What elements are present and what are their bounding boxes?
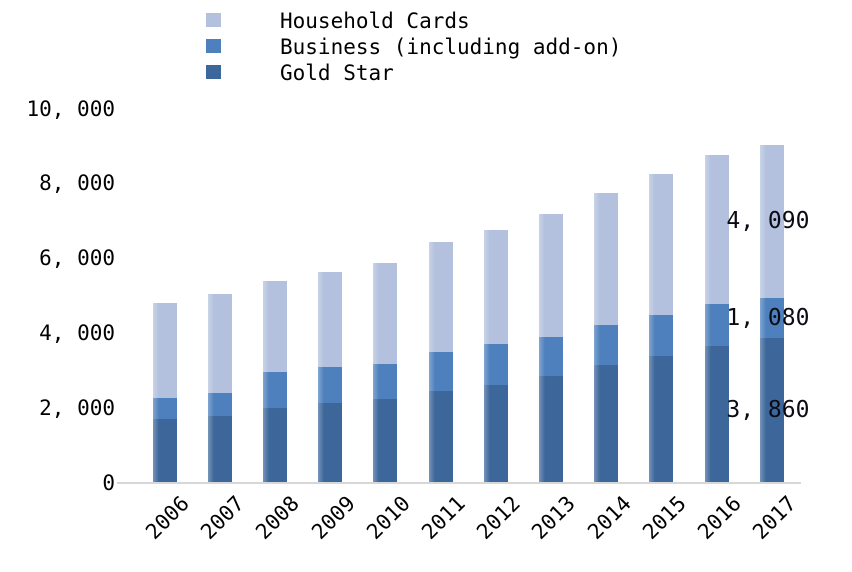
- x-tick-label: 2010: [361, 491, 415, 545]
- bar-segment-gold-star-2015: [649, 356, 674, 483]
- legend-label: Business (including add-on): [280, 35, 622, 59]
- bar-segment-household-cards-2008: [262, 281, 287, 373]
- data-label: 1, 080: [726, 304, 810, 331]
- bar-segment-business-including-add-on-2015: [649, 315, 674, 357]
- bar-segment-business-including-add-on-2011: [428, 351, 453, 391]
- bar-segment-business-including-add-on-2017: [759, 297, 784, 339]
- bar-segment-household-cards-2011: [428, 241, 453, 352]
- bar-segment-gold-star-2014: [594, 365, 619, 483]
- x-tick-label: 2013: [527, 491, 581, 545]
- y-tick-label: 10, 000: [26, 96, 115, 121]
- legend-swatch-icon: [206, 39, 221, 53]
- x-tick-label: 2014: [582, 491, 636, 545]
- bar-segment-household-cards-2014: [594, 193, 619, 326]
- bar-segment-business-including-add-on-2007: [207, 393, 232, 416]
- y-tick-label: 2, 000: [39, 395, 115, 420]
- bar-segment-gold-star-2007: [207, 415, 232, 483]
- y-tick-label: 6, 000: [39, 246, 115, 271]
- bar-segment-household-cards-2009: [318, 272, 343, 368]
- bar-segment-household-cards-2017: [759, 144, 784, 298]
- bar-segment-business-including-add-on-2010: [373, 363, 398, 400]
- bar-segment-gold-star-2006: [152, 418, 177, 483]
- bar-segment-household-cards-2007: [207, 293, 232, 394]
- bar-segment-business-including-add-on-2013: [539, 337, 564, 376]
- x-tick-label: 2007: [196, 491, 249, 545]
- bar-segment-gold-star-2008: [262, 407, 287, 483]
- y-tick-label: 4, 000: [39, 320, 115, 345]
- bar-segment-business-including-add-on-2008: [262, 372, 287, 408]
- bar-segment-business-including-add-on-2006: [152, 398, 177, 419]
- x-tick-label: 2017: [748, 491, 802, 545]
- data-label: 3, 860: [726, 397, 810, 424]
- bar-segment-household-cards-2006: [152, 303, 177, 399]
- y-tick-label: 8, 000: [39, 171, 115, 196]
- legend-swatch-icon: [206, 65, 221, 79]
- x-tick-label: 2006: [141, 491, 194, 545]
- x-tick-label: 2016: [693, 491, 746, 545]
- bar-segment-gold-star-2009: [318, 402, 343, 483]
- bar-segment-household-cards-2013: [539, 213, 564, 338]
- bar-segment-business-including-add-on-2012: [483, 344, 508, 385]
- bar-segment-household-cards-2012: [483, 229, 508, 345]
- legend-label: Household Cards: [280, 9, 470, 33]
- bar-segment-gold-star-2016: [704, 345, 729, 483]
- bar-segment-gold-star-2013: [539, 375, 564, 483]
- bar-segment-household-cards-2010: [373, 263, 398, 364]
- bar-segment-business-including-add-on-2016: [704, 303, 729, 346]
- bar-segment-household-cards-2016: [704, 154, 729, 304]
- bar-segment-gold-star-2017: [759, 338, 784, 483]
- bar-segment-gold-star-2010: [373, 399, 398, 483]
- x-tick-label: 2008: [251, 491, 305, 545]
- bar-segment-business-including-add-on-2014: [594, 325, 619, 366]
- x-tick-label: 2015: [638, 491, 691, 545]
- x-tick-label: 2012: [472, 491, 526, 545]
- bar-segment-business-including-add-on-2009: [318, 367, 343, 403]
- legend-swatch-icon: [206, 13, 221, 27]
- legend-label: Gold Star: [280, 61, 394, 85]
- x-tick-label: 2011: [417, 491, 470, 545]
- data-label: 4, 090: [726, 208, 810, 235]
- x-tick-label: 2009: [306, 491, 360, 545]
- y-tick-label: 0: [102, 470, 115, 495]
- bar-segment-household-cards-2015: [649, 174, 674, 316]
- x-axis-line: [117, 481, 801, 484]
- bar-segment-gold-star-2012: [483, 384, 508, 483]
- bar-segment-gold-star-2011: [428, 390, 453, 483]
